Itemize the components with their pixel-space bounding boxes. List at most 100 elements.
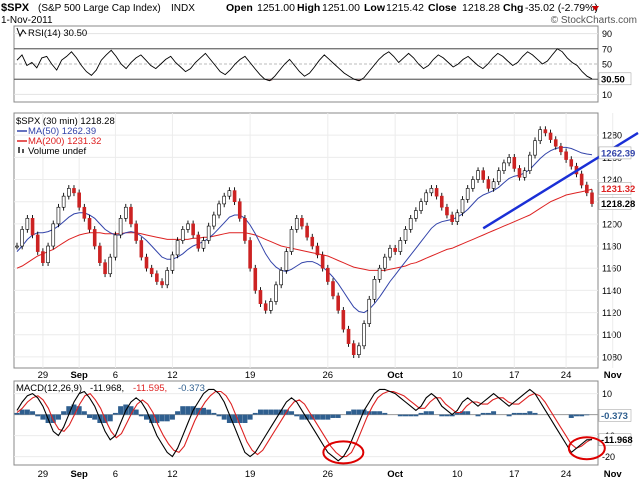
rsi-last-label: 30.50 [601,74,625,85]
price-bar-body [429,188,434,194]
x-tick-label: 6 [113,370,118,381]
macd-histogram-bar [408,414,414,417]
x-axis: 29 29 Sep Sep 6 6 12 12 19 19 26 26 Oct Oct 10 10 17 17 24… [38,370,623,480]
high-value: 1251.00 [322,2,360,14]
x-tick-label: 26 [323,370,334,381]
price-bar-body [25,218,30,230]
rsi-extreme-fill [356,79,362,81]
price-bar-body [201,240,206,249]
price-bar-body [496,170,501,183]
macd-histogram-bar [527,411,533,415]
price-bar-body [512,157,517,169]
rsi-tick-label: 90 [602,29,612,39]
macd-histogram-bar [138,414,144,417]
macd-histogram-bar [491,411,497,415]
price-bar-body [564,151,568,160]
macd-histogram-bar [449,414,455,417]
macd-histogram-bar [516,412,522,415]
price-bar-body [559,145,563,153]
macd-layer: 100-10-20-0.373-11.968 [14,388,633,465]
macd-histogram-bar [522,412,528,415]
x-tick-label-bottom: Oct [387,469,404,480]
price-bar-body [491,181,496,189]
price-bar-body [377,267,382,280]
macd-line [16,388,593,462]
price-bar-body [243,218,247,241]
symbol: $SPX [1,2,30,14]
price-tick-label: 1240 [602,175,622,185]
price-layer: 1280126012401220120011801160114011201100… [14,113,639,368]
price-bar-body [315,245,320,256]
macd-histogram-bar [144,414,150,420]
macd-histogram-bar [320,414,326,420]
price-bar-body [424,192,429,202]
price-bar-body [465,188,470,200]
price-bar-body [331,281,335,297]
signal-line [16,390,593,458]
macd-histogram-bar [568,414,574,418]
price-bar-body [123,206,128,219]
price-bar-body [460,199,465,214]
rsi-legend-text: RSI(14) 30.50 [28,28,87,39]
macd-histogram-bar [133,409,139,415]
price-legend-title: $SPX (30 min) 1218.28 [16,116,115,127]
macd-histogram-bar [346,411,352,415]
macd-histogram-bar [35,414,41,417]
price-bar-body [590,192,594,204]
price-bar-body [279,270,283,286]
rsi-legend: RSI(14) 30.50 [16,27,87,39]
ma200-legend-text: MA(200) 1231.32 [28,136,101,147]
macd-histogram-bar [24,409,30,415]
price-bar-body [248,240,252,269]
macd-histogram-bar [107,414,113,422]
low-label: Low [364,2,386,14]
rsi-tick-label: 50 [602,60,612,70]
price-bar-body [118,218,123,236]
price-bar-body [232,190,237,202]
price-bar-body [30,218,35,236]
close-label: Close [428,2,457,14]
macd-histogram-bar [403,414,409,417]
price-bar-body [419,201,423,211]
macd-histogram-bar [257,409,263,415]
price-bar-body [237,201,242,219]
chg-label: Chg [503,2,523,14]
macd-histogram-bar [226,414,232,423]
price-bar-body [212,214,216,227]
signal-legend-value: -11.595, [133,383,167,394]
macd-tick-label: 10 [602,389,612,399]
close-last-label: 1218.28 [601,199,635,210]
annotation-circle [567,436,606,461]
rsi-tick-label: 10 [602,90,612,100]
chg-value: -35.02 (-2.79%) [525,2,598,14]
price-bar-body [434,188,439,197]
close-value: 1218.28 [462,2,500,14]
macd-legend: MACD(12,26,9) -11.968, -11.595, -0.373 [16,383,205,394]
low-value: 1215.42 [386,2,424,14]
price-bar-body [528,154,532,171]
macd-histogram-bar [19,409,25,415]
macd-histogram-bar [112,412,118,415]
high-label: High [297,2,320,14]
x-tick-label: Sep [70,370,88,381]
x-tick-label: 12 [167,370,178,381]
macd-histogram-bar [81,411,87,415]
macd-histogram-bar [325,414,331,420]
close-last-label-bg [598,197,632,210]
macd-histogram-bar [206,409,212,415]
hist-legend-value: -0.373 [178,383,205,394]
price-bar-body [414,210,418,219]
macd-histogram-bar [289,411,295,415]
macd-histogram-bar [14,412,20,415]
macd-histogram-bar [423,411,429,415]
macd-histogram-bar [40,414,46,420]
x-tick-label-bottom: 24 [561,469,572,480]
macd-histogram-bar [294,414,300,417]
hist-last-label: -0.373 [601,411,628,422]
macd-histogram-bar [459,411,465,415]
price-bar-body [269,301,273,311]
price-bar-body [341,310,346,330]
macd-histogram-bar [579,414,585,417]
ma50-legend-text: MA(50) 1262.39 [28,126,96,137]
macd-histogram-bar [268,409,274,415]
